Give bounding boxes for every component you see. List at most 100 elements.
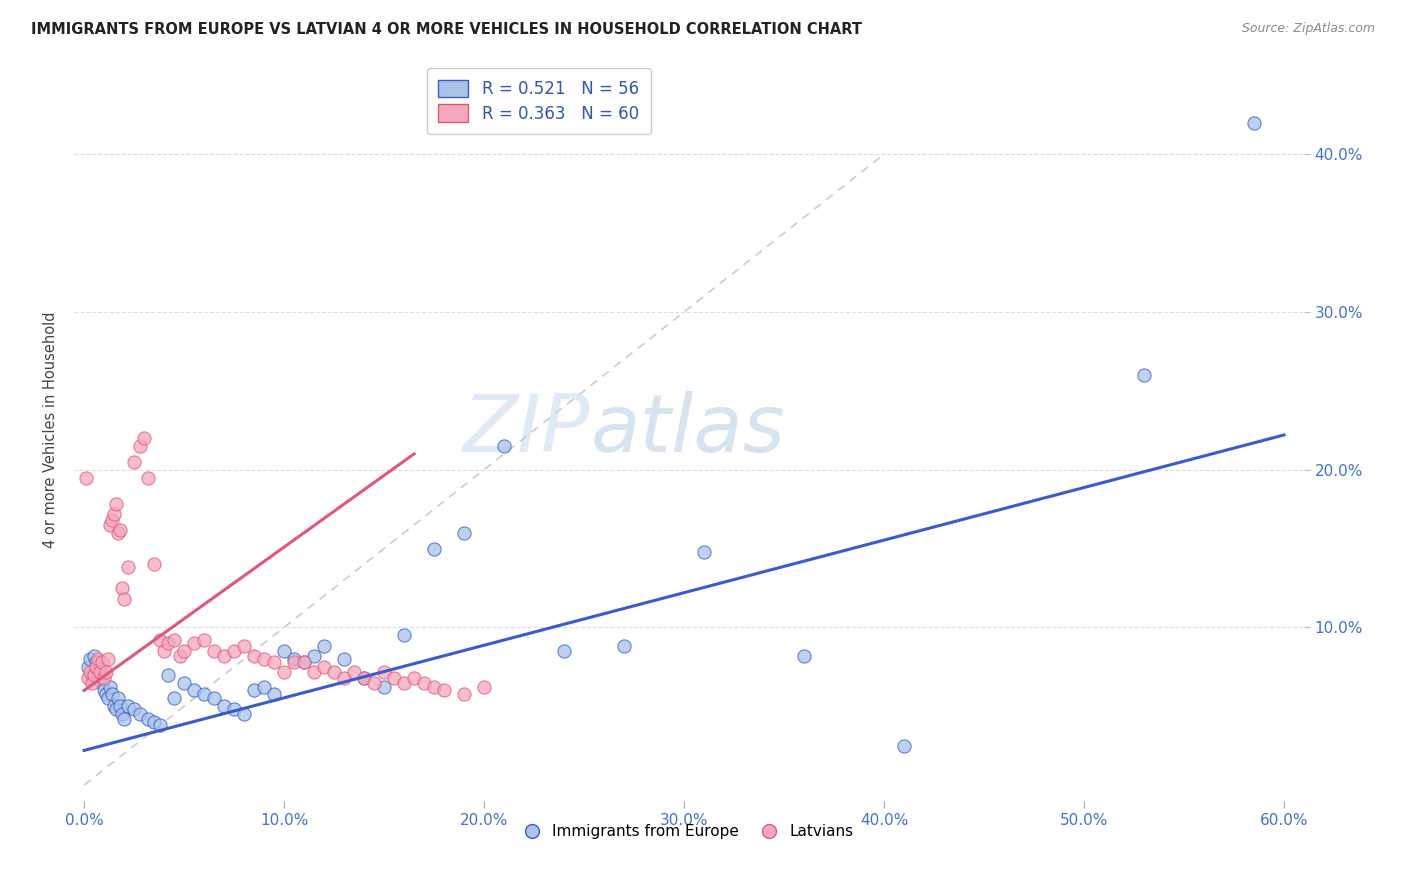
Point [79,652,101,666]
Point [183,636,205,650]
Point [302,665,325,679]
Point [173,675,195,690]
Point [253,652,276,666]
Point [108,699,131,714]
Point [402,671,425,685]
Point [233,707,256,722]
Point [129,439,152,453]
Y-axis label: 4 or more Vehicles in Household: 4 or more Vehicles in Household [44,312,58,549]
Point [107,525,129,540]
Point [101,687,124,701]
Point [243,683,266,698]
Point [80,675,103,690]
Point [413,675,436,690]
Point [87,652,110,666]
Point [273,644,295,658]
Point [382,671,405,685]
Point [98,681,121,695]
Point [111,707,134,722]
Point [793,648,815,663]
Point [112,592,135,607]
Point [392,628,415,642]
Point [392,675,415,690]
Point [107,691,129,706]
Point [149,718,172,732]
Point [333,652,356,666]
Point [173,644,195,658]
Point [83,667,105,681]
Point [453,687,475,701]
Point [108,523,131,537]
Point [373,665,395,679]
Point [222,702,245,716]
Text: IMMIGRANTS FROM EUROPE VS LATVIAN 4 OR MORE VEHICLES IN HOUSEHOLD CORRELATION CH: IMMIGRANTS FROM EUROPE VS LATVIAN 4 OR M… [31,22,862,37]
Point [1133,368,1156,382]
Point [117,560,139,574]
Point [112,712,135,726]
Point [233,640,256,654]
Point [212,648,235,663]
Point [163,632,186,647]
Text: Source: ZipAtlas.com: Source: ZipAtlas.com [1241,22,1375,36]
Point [202,691,225,706]
Point [101,513,124,527]
Point [302,648,325,663]
Point [103,507,125,521]
Point [202,644,225,658]
Point [323,665,346,679]
Point [111,581,134,595]
Point [94,665,117,679]
Point [97,652,120,666]
Point [693,544,716,558]
Point [122,455,145,469]
Point [263,687,285,701]
Point [105,497,128,511]
Point [423,681,446,695]
Point [77,660,100,674]
Point [373,681,395,695]
Point [89,665,111,679]
Point [353,671,375,685]
Point [893,739,915,753]
Point [132,431,155,445]
Point [149,632,172,647]
Point [83,648,105,663]
Point [117,699,139,714]
Point [84,660,107,674]
Point [423,541,446,556]
Text: ZIP: ZIP [463,392,591,469]
Point [292,655,315,669]
Point [93,683,115,698]
Point [193,687,215,701]
Point [553,644,575,658]
Point [103,699,125,714]
Point [433,683,456,698]
Point [183,683,205,698]
Point [353,671,375,685]
Point [163,691,186,706]
Point [472,681,495,695]
Point [222,644,245,658]
Point [343,665,366,679]
Point [312,640,335,654]
Point [143,714,166,729]
Point [122,702,145,716]
Point [87,671,110,685]
Point [93,671,115,685]
Point [91,655,114,669]
Point [492,439,515,453]
Point [105,702,128,716]
Point [98,517,121,532]
Point [312,660,335,674]
Point [94,687,117,701]
Point [613,640,636,654]
Point [292,655,315,669]
Point [153,644,176,658]
Point [136,470,159,484]
Point [283,655,305,669]
Point [169,648,191,663]
Point [143,558,166,572]
Point [157,636,180,650]
Point [333,671,356,685]
Point [89,665,111,679]
